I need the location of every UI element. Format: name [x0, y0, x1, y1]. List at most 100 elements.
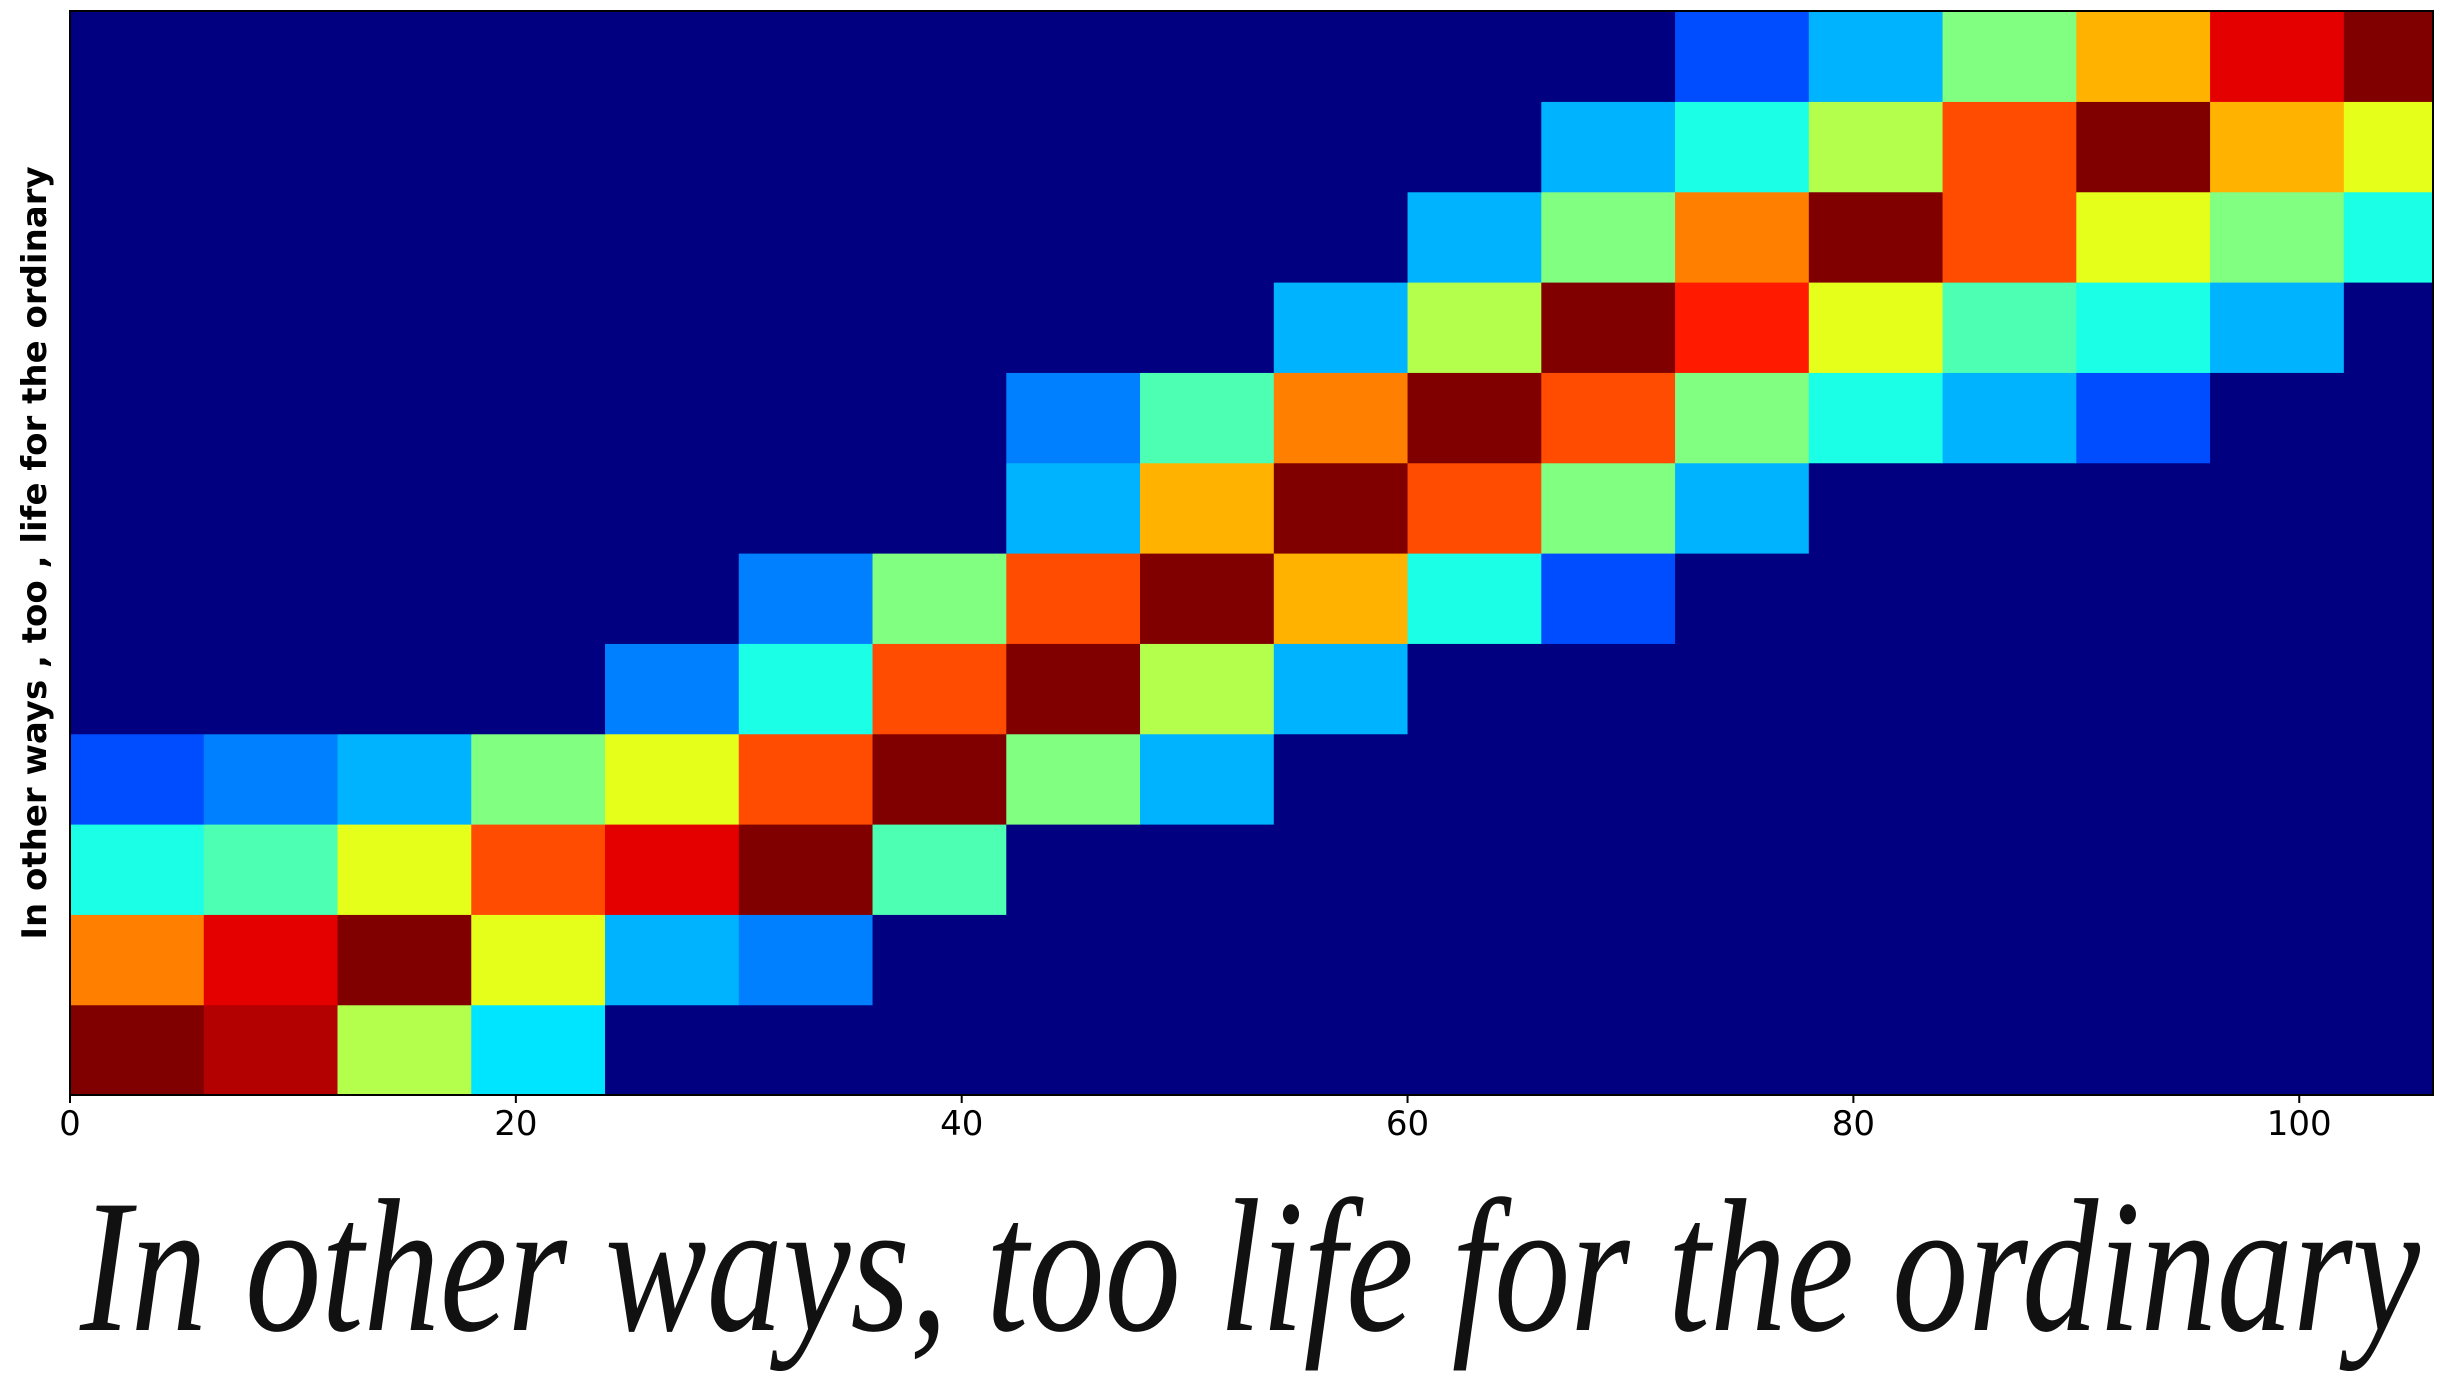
heatmap-cell: [2076, 1005, 2210, 1096]
heatmap-cell: [1274, 1005, 1408, 1096]
heatmap-cell: [471, 372, 605, 463]
heatmap-cell: [1943, 372, 2077, 463]
heatmap-cell: [70, 824, 204, 915]
x-tick-label: 100: [2267, 1104, 2332, 1144]
heatmap-cell: [2344, 192, 2434, 283]
heatmap-cell: [70, 192, 204, 283]
heatmap-cell: [471, 553, 605, 644]
heatmap-cell: [1140, 734, 1274, 825]
heatmap-cell: [873, 553, 1007, 644]
heatmap-cell: [873, 192, 1007, 283]
heatmap-cell: [1809, 1005, 1943, 1096]
heatmap-cell: [1809, 914, 1943, 1005]
heatmap-cell: [1943, 824, 2077, 915]
heatmap-cell: [1809, 101, 1943, 192]
heatmap-cell: [1541, 1005, 1675, 1096]
heatmap-cell: [471, 101, 605, 192]
heatmap-cell: [1006, 643, 1140, 734]
heatmap-cell: [873, 101, 1007, 192]
heatmap-cell: [605, 101, 739, 192]
heatmap-cell: [1274, 11, 1408, 102]
heatmap-cell: [2076, 914, 2210, 1005]
heatmap-cell: [204, 1005, 338, 1096]
heatmap-cell: [2210, 282, 2344, 373]
heatmap-cell: [873, 282, 1007, 373]
heatmap-cell: [471, 824, 605, 915]
heatmap-cell: [1943, 643, 2077, 734]
heatmap-cell: [873, 1005, 1007, 1096]
heatmap-cell: [1541, 372, 1675, 463]
heatmap-cell: [338, 1005, 472, 1096]
heatmap-cell: [2210, 643, 2344, 734]
heatmap-cell: [471, 914, 605, 1005]
heatmap-cell: [1541, 643, 1675, 734]
heatmap-cell: [338, 11, 472, 102]
heatmap-cell: [1943, 553, 2077, 644]
heatmap-cell: [2344, 734, 2434, 825]
heatmap-cell: [1408, 824, 1542, 915]
heatmap-cell: [1943, 1005, 2077, 1096]
heatmap-cell: [1675, 914, 1809, 1005]
heatmap-cell: [1274, 914, 1408, 1005]
heatmap-cell: [1809, 11, 1943, 102]
heatmap-cell: [2344, 101, 2434, 192]
heatmap-cell: [873, 824, 1007, 915]
heatmap-cell: [605, 643, 739, 734]
heatmap-cell: [471, 1005, 605, 1096]
heatmap-cell: [1408, 101, 1542, 192]
heatmap-cell: [1675, 372, 1809, 463]
heatmap-cell: [338, 643, 472, 734]
heatmap-cell: [1943, 914, 2077, 1005]
heatmap-cell: [1006, 192, 1140, 283]
heatmap-cell: [1140, 11, 1274, 102]
heatmap-cell: [1541, 101, 1675, 192]
heatmap-cell: [1006, 11, 1140, 102]
heatmap-cell: [1140, 914, 1274, 1005]
heatmap-cell: [2076, 282, 2210, 373]
heatmap-cell: [605, 192, 739, 283]
heatmap-cell: [70, 734, 204, 825]
heatmap-cell: [605, 282, 739, 373]
x-tick-label: 80: [1832, 1104, 1875, 1144]
heatmap-cell: [338, 463, 472, 554]
heatmap-cell: [1675, 101, 1809, 192]
heatmap-cell: [1274, 282, 1408, 373]
heatmap-cell: [1541, 824, 1675, 915]
heatmap-cell: [2344, 11, 2434, 102]
heatmap-cell: [1274, 372, 1408, 463]
heatmap-cell: [1675, 734, 1809, 825]
heatmap-cell: [471, 282, 605, 373]
heatmap-cell: [1943, 11, 2077, 102]
heatmap-cell: [204, 553, 338, 644]
heatmap-cell: [204, 914, 338, 1005]
heatmap-cell: [1408, 11, 1542, 102]
heatmap-cell: [2076, 553, 2210, 644]
heatmap-cell: [2076, 734, 2210, 825]
heatmap-cell: [1943, 734, 2077, 825]
heatmap-cell: [204, 101, 338, 192]
heatmap-cell: [2210, 101, 2344, 192]
heatmap-cell: [1675, 463, 1809, 554]
heatmap-cell: [1408, 192, 1542, 283]
heatmap-cell: [739, 914, 873, 1005]
heatmap-cell: [70, 914, 204, 1005]
heatmap-cell: [1140, 192, 1274, 283]
heatmap-cell: [2210, 192, 2344, 283]
heatmap-cell: [471, 734, 605, 825]
heatmap-cell: [1006, 1005, 1140, 1096]
heatmap-cell: [1006, 282, 1140, 373]
heatmap-cell: [1274, 101, 1408, 192]
heatmap-cell: [1408, 734, 1542, 825]
heatmap-cell: [1408, 282, 1542, 373]
x-tick-label: 20: [494, 1104, 537, 1144]
heatmap-cell: [1541, 11, 1675, 102]
heatmap-cell: [739, 463, 873, 554]
heatmap-cell: [2076, 11, 2210, 102]
heatmap-cell: [1140, 1005, 1274, 1096]
heatmap-cell: [70, 101, 204, 192]
heatmap-cell: [338, 372, 472, 463]
heatmap-cell: [70, 11, 204, 102]
heatmap-cell: [739, 372, 873, 463]
heatmap-cell: [1809, 643, 1943, 734]
heatmap-cell: [1140, 282, 1274, 373]
